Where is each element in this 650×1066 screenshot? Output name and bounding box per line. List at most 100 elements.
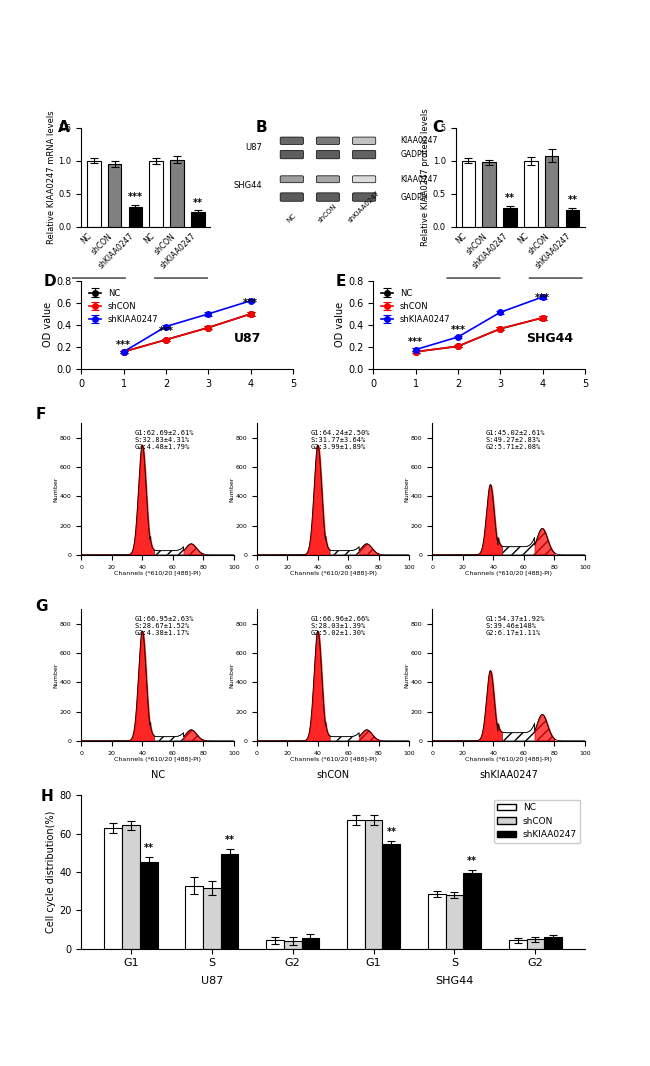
FancyBboxPatch shape bbox=[352, 150, 376, 159]
FancyBboxPatch shape bbox=[280, 176, 304, 182]
X-axis label: Channels (*610/20 [488]-PI): Channels (*610/20 [488]-PI) bbox=[290, 571, 376, 576]
X-axis label: Channels (*610/20 [488]-PI): Channels (*610/20 [488]-PI) bbox=[114, 571, 201, 576]
FancyBboxPatch shape bbox=[317, 176, 339, 182]
X-axis label: Channels (*610/20 [488]-PI): Channels (*610/20 [488]-PI) bbox=[290, 757, 376, 762]
X-axis label: Channels (*610/20 [488]-PI): Channels (*610/20 [488]-PI) bbox=[114, 757, 201, 762]
Bar bbox=[509, 940, 527, 949]
Text: G1:54.37±1.92%
S:39.46±148%
G2:6.17±1.11%: G1:54.37±1.92% S:39.46±148% G2:6.17±1.11… bbox=[486, 616, 545, 635]
Bar bbox=[185, 886, 203, 949]
Legend: NC, shCON, shKIAA0247: NC, shCON, shKIAA0247 bbox=[378, 286, 454, 327]
Text: **: ** bbox=[144, 843, 153, 854]
Text: G1:64.24±2.50%
S:31.77±3.64%
G2:3.99±1.89%: G1:64.24±2.50% S:31.77±3.64% G2:3.99±1.8… bbox=[310, 430, 370, 450]
Text: ***: *** bbox=[408, 337, 423, 346]
Bar bbox=[524, 161, 538, 227]
FancyBboxPatch shape bbox=[317, 138, 339, 145]
Y-axis label: Relative KIAA0247 protein levels: Relative KIAA0247 protein levels bbox=[421, 109, 430, 246]
Text: SHG44: SHG44 bbox=[436, 976, 474, 986]
Text: U87: U87 bbox=[233, 332, 261, 344]
Text: F: F bbox=[36, 407, 46, 422]
Y-axis label: Number: Number bbox=[53, 662, 58, 688]
Bar bbox=[87, 161, 101, 227]
Text: **: ** bbox=[193, 197, 203, 208]
Bar bbox=[191, 212, 205, 227]
Text: KIAA0247: KIAA0247 bbox=[400, 175, 437, 183]
Text: G1:62.69±2.61%
S:32.83±4.31%
G2:4.48±1.79%: G1:62.69±2.61% S:32.83±4.31% G2:4.48±1.7… bbox=[135, 430, 194, 450]
Y-axis label: Number: Number bbox=[404, 477, 410, 502]
Text: G1:66.95±2.63%
S:28.67±1.52%
G2:4.38±1.17%: G1:66.95±2.63% S:28.67±1.52% G2:4.38±1.1… bbox=[135, 616, 194, 635]
FancyBboxPatch shape bbox=[280, 150, 304, 159]
Bar bbox=[545, 156, 558, 227]
Text: U87: U87 bbox=[96, 286, 114, 295]
Bar bbox=[150, 161, 163, 227]
Bar bbox=[526, 939, 544, 949]
FancyBboxPatch shape bbox=[352, 193, 376, 201]
Text: ***: *** bbox=[116, 340, 131, 350]
FancyBboxPatch shape bbox=[352, 176, 376, 182]
Text: U87: U87 bbox=[471, 286, 488, 295]
Bar bbox=[446, 895, 463, 949]
Bar bbox=[428, 893, 446, 949]
Legend: NC, shCON, shKIAA0247: NC, shCON, shKIAA0247 bbox=[494, 800, 580, 843]
Text: ***: *** bbox=[535, 293, 550, 303]
Text: **: ** bbox=[386, 827, 396, 837]
Text: SHG44: SHG44 bbox=[164, 286, 195, 295]
FancyBboxPatch shape bbox=[317, 150, 339, 159]
Text: shKIAA0247: shKIAA0247 bbox=[347, 190, 381, 224]
Y-axis label: Relative KIAA0247 mRNA levels: Relative KIAA0247 mRNA levels bbox=[47, 111, 56, 244]
Y-axis label: Number: Number bbox=[229, 477, 234, 502]
Bar bbox=[220, 854, 239, 949]
Text: U87: U87 bbox=[201, 976, 223, 986]
Text: ***: *** bbox=[243, 298, 258, 308]
Y-axis label: Number: Number bbox=[229, 662, 234, 688]
Text: G1:45.02±2.61%
S:49.27±2.83%
G2:5.71±2.08%: G1:45.02±2.61% S:49.27±2.83% G2:5.71±2.0… bbox=[486, 430, 545, 450]
Text: SHG44: SHG44 bbox=[539, 286, 570, 295]
Bar bbox=[365, 820, 382, 949]
Text: G: G bbox=[36, 599, 48, 614]
Text: ***: *** bbox=[450, 325, 465, 335]
Text: SHG44: SHG44 bbox=[526, 332, 573, 344]
Text: NC: NC bbox=[286, 212, 298, 224]
Text: GADPH: GADPH bbox=[400, 150, 428, 159]
Bar bbox=[503, 208, 517, 227]
Bar bbox=[544, 937, 562, 949]
Bar bbox=[266, 940, 284, 949]
Bar bbox=[302, 938, 319, 949]
Text: NC: NC bbox=[151, 770, 164, 779]
Bar bbox=[566, 210, 579, 227]
Bar bbox=[104, 828, 122, 949]
Text: **: ** bbox=[567, 195, 577, 205]
Bar bbox=[129, 207, 142, 227]
Text: D: D bbox=[43, 274, 56, 289]
FancyBboxPatch shape bbox=[280, 193, 304, 201]
Bar bbox=[347, 820, 365, 949]
Bar bbox=[382, 844, 400, 949]
Text: **: ** bbox=[467, 856, 477, 867]
Text: C: C bbox=[433, 120, 444, 135]
Bar bbox=[284, 941, 302, 949]
Bar bbox=[203, 888, 220, 949]
Text: A: A bbox=[58, 120, 70, 135]
FancyBboxPatch shape bbox=[317, 193, 339, 201]
Text: B: B bbox=[255, 120, 267, 135]
Bar bbox=[170, 160, 184, 227]
Text: KIAA0247: KIAA0247 bbox=[400, 136, 437, 145]
Bar bbox=[122, 825, 140, 949]
Text: H: H bbox=[41, 789, 54, 804]
Y-axis label: Cell cycle distribution(%): Cell cycle distribution(%) bbox=[46, 811, 57, 933]
Text: **: ** bbox=[224, 835, 235, 845]
FancyBboxPatch shape bbox=[352, 138, 376, 145]
Bar bbox=[140, 862, 157, 949]
Legend: NC, shCON, shKIAA0247: NC, shCON, shKIAA0247 bbox=[85, 286, 162, 327]
FancyBboxPatch shape bbox=[280, 138, 304, 145]
Text: ***: *** bbox=[159, 326, 174, 336]
Text: GADPH: GADPH bbox=[400, 193, 428, 201]
Y-axis label: OD value: OD value bbox=[44, 303, 53, 348]
Text: E: E bbox=[335, 274, 346, 289]
Text: ***: *** bbox=[128, 192, 143, 203]
Text: shCON: shCON bbox=[318, 203, 339, 224]
Y-axis label: Number: Number bbox=[404, 662, 410, 688]
Bar bbox=[482, 162, 496, 227]
Text: SHG44: SHG44 bbox=[233, 181, 262, 190]
Y-axis label: Number: Number bbox=[53, 477, 58, 502]
Text: shCON: shCON bbox=[317, 770, 350, 779]
